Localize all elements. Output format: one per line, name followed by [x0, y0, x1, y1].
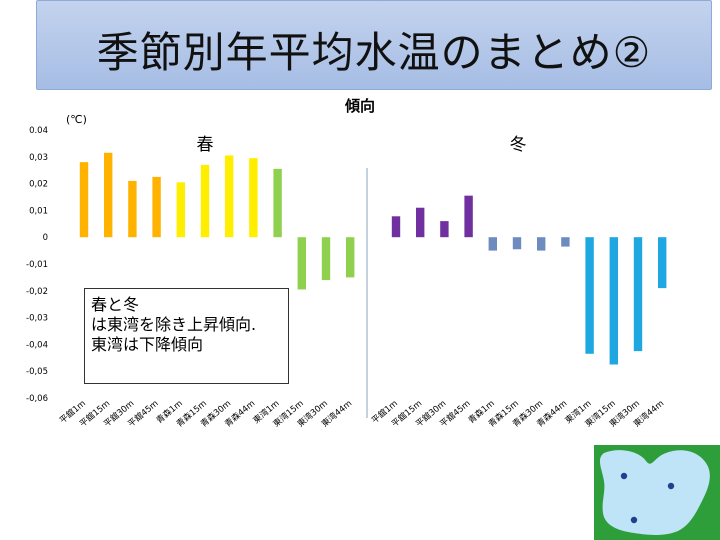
- y-tick-label: -0,05: [26, 367, 48, 377]
- bar-winter-11: [633, 237, 643, 352]
- annotation-line-2: は東湾を除き上昇傾向.: [91, 315, 257, 334]
- group-label-spring: 春: [197, 135, 214, 155]
- bar-spring-8: [249, 158, 258, 238]
- y-tick-label: -0,01: [26, 260, 48, 270]
- bar-spring-2: [104, 152, 113, 238]
- y-tick-label: 0,03: [29, 153, 48, 163]
- station-dot-higashiwan: [667, 482, 675, 490]
- y-tick-label: -0,04: [26, 340, 48, 350]
- y-tick-label: -0,06: [26, 394, 48, 404]
- bar-winter-8: [561, 237, 570, 247]
- annotation-line-1: 春と冬: [91, 295, 140, 314]
- y-tick-label: -0,02: [26, 287, 48, 297]
- mutsu-bay-map: [594, 445, 720, 540]
- y-tick-label: 0,01: [29, 206, 48, 216]
- map-water: [599, 450, 710, 535]
- y-tick-label: 0: [43, 233, 48, 243]
- bar-winter-5: [488, 237, 497, 251]
- trend-bar-chart: 傾向 (℃) 春 冬 0.04 0,03 0,02 0,01 0 -0,01 -0,02 -0…: [26, 97, 667, 430]
- chart-title: 傾向: [344, 97, 375, 115]
- bar-spring-3: [128, 180, 137, 238]
- group-label-winter: 冬: [510, 135, 527, 155]
- annotation-box: 春と冬 は東湾を除き上昇傾向. 東湾は下降傾向: [84, 288, 289, 384]
- slide-title: 季節別年平均水温のまとめ②: [96, 28, 652, 77]
- y-tick-label: 0.04: [29, 126, 48, 136]
- bar-spring-6: [200, 164, 210, 238]
- annotation-line-3: 東湾は下降傾向: [91, 335, 204, 354]
- title-banner: 季節別年平均水温のまとめ②: [36, 0, 712, 90]
- bar-spring-10: [297, 237, 306, 290]
- bar-winter-9: [585, 237, 594, 354]
- bar-spring-4: [152, 176, 161, 238]
- station-dot-hiradate: [620, 472, 628, 480]
- bar-spring-9: [273, 168, 282, 238]
- station-dot-aomori: [630, 516, 638, 524]
- bar-winter-2: [416, 207, 425, 238]
- bar-winter-7: [537, 237, 546, 251]
- bar-spring-1: [79, 162, 89, 238]
- bar-winter-10: [609, 237, 618, 365]
- bar-winter-12: [658, 237, 667, 289]
- bar-winter-6: [512, 237, 522, 250]
- unit-label: (℃): [66, 113, 87, 126]
- y-tick-label: 0,02: [29, 180, 48, 190]
- bar-winter-1: [391, 216, 401, 238]
- y-tick-label: -0,03: [26, 314, 48, 324]
- bar-winter-3: [440, 221, 449, 238]
- bar-winter-4: [464, 195, 473, 238]
- bar-spring-12: [346, 237, 355, 278]
- bar-spring-11: [321, 237, 331, 281]
- bar-spring-7: [225, 155, 234, 238]
- bar-spring-5: [176, 182, 185, 238]
